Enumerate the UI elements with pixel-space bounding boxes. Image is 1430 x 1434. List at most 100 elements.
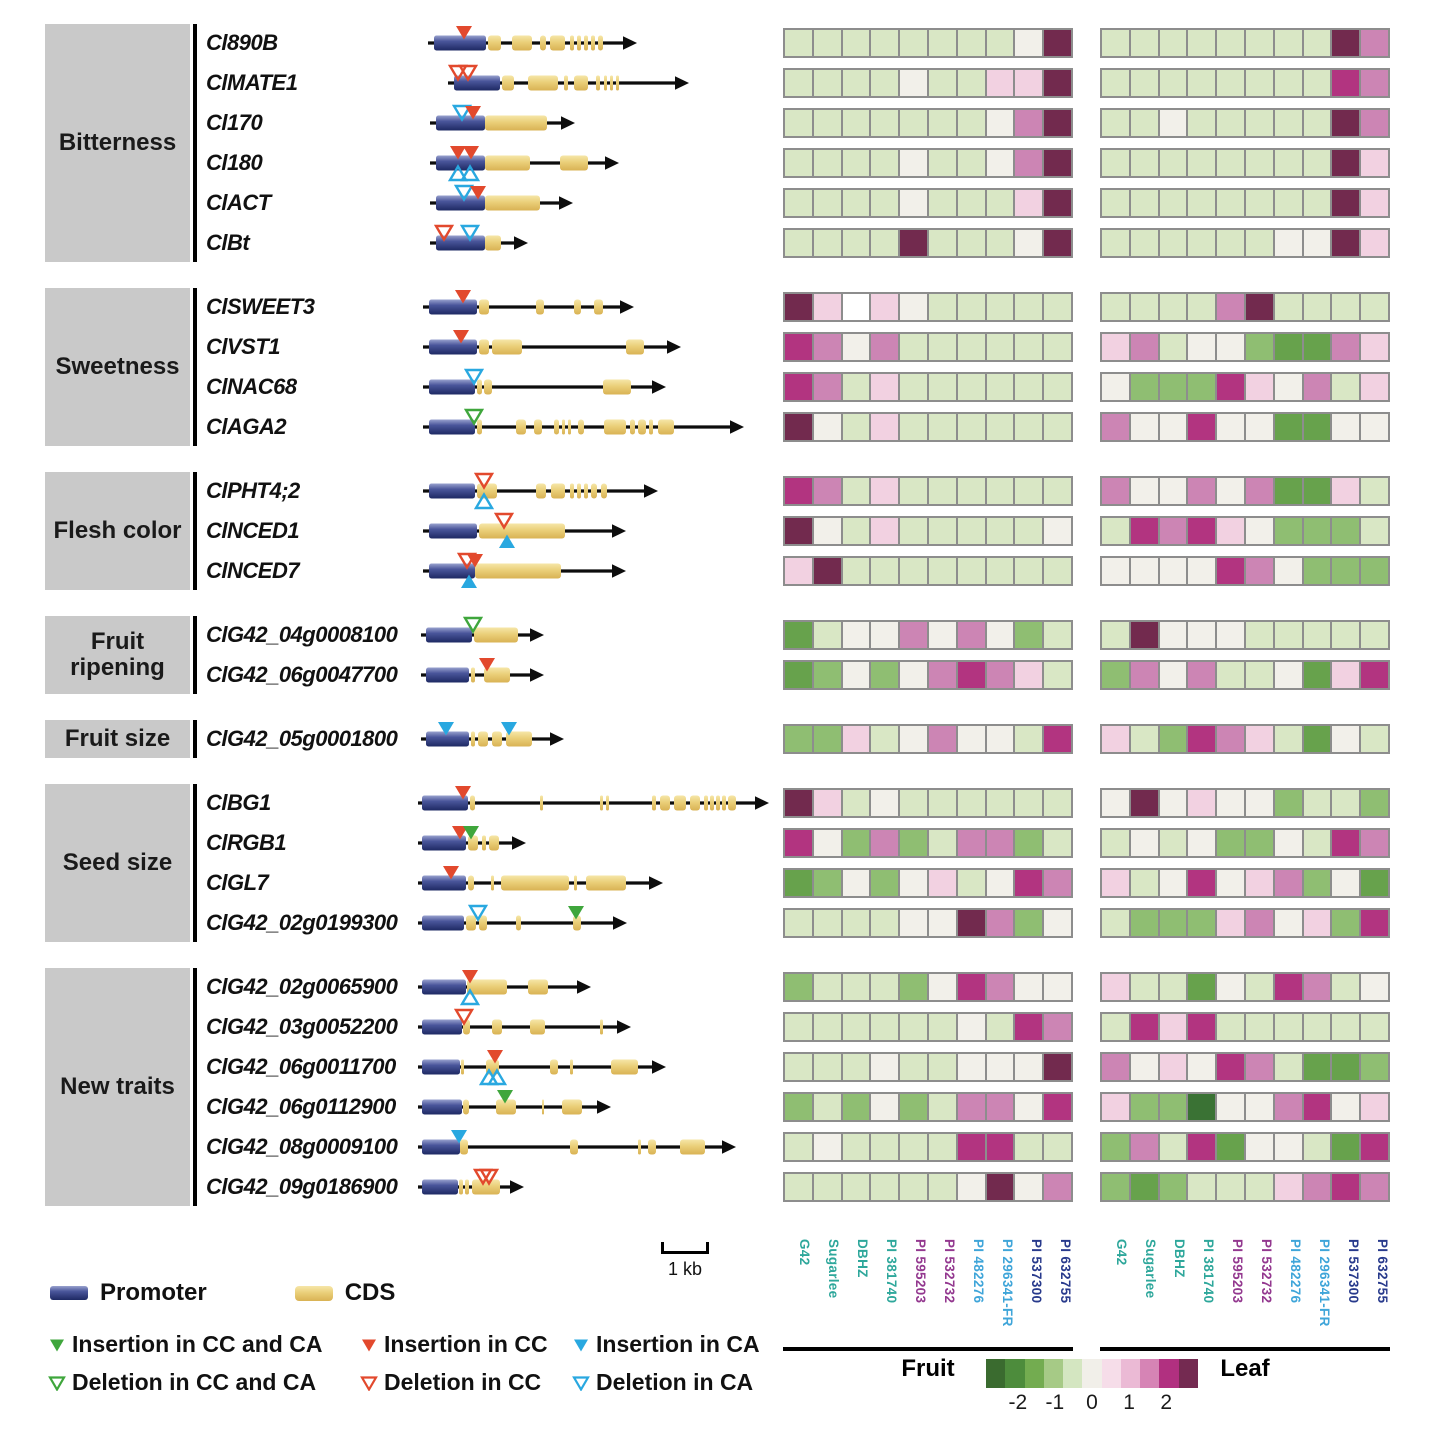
heatmap-cell [1102, 414, 1129, 440]
promoter-box [426, 627, 472, 643]
heatmap-cell [785, 910, 812, 936]
heatmap-cell [1245, 790, 1273, 816]
heatmap-cell [1217, 870, 1244, 896]
gene-structure [418, 1007, 776, 1047]
heatmap-cell [785, 230, 812, 256]
heatmap-cell [1217, 478, 1244, 504]
heatmap-cell [842, 478, 870, 504]
cds-exon [604, 75, 607, 91]
sample-label: PI 381740 [1201, 1239, 1216, 1304]
arrow-icon [613, 916, 627, 930]
trait-divider-line [193, 616, 197, 694]
heatmap-cell [1044, 910, 1071, 936]
heatmap-cell [1102, 518, 1129, 544]
heatmap-cell [871, 830, 899, 856]
cds-exon [516, 915, 521, 931]
promoter-box [422, 979, 466, 995]
sample-label: PI 632755 [1058, 1239, 1073, 1304]
cds-exon [554, 419, 559, 435]
colorbar-ticks: -2 -1 0 1 2 [986, 1391, 1198, 1417]
heatmap-cell [1303, 1054, 1331, 1080]
heatmap-cell [1217, 294, 1244, 320]
cds-exon [534, 419, 542, 435]
heatmap-cell [1188, 558, 1216, 584]
promoter-box [429, 563, 475, 579]
marker-ins_cc-icon [470, 186, 486, 200]
heatmap-cell [871, 110, 899, 136]
trait-label: Seed size [62, 848, 173, 876]
gene-row: ClG42_06g0047700 [200, 655, 1390, 695]
promoter-box [422, 875, 466, 891]
marker-del_ca-icon [486, 1068, 508, 1086]
gene-structure-svg [418, 1168, 524, 1195]
gene-structure-svg [423, 472, 658, 510]
trait-cell: Fruit ripening [0, 615, 200, 695]
cds-exon [465, 1179, 469, 1195]
heatmap-cell [871, 974, 899, 1000]
heatmap-cell [1188, 622, 1216, 648]
cds-exon [728, 795, 736, 811]
heatmap-cell [1332, 790, 1360, 816]
heatmap-cell [928, 150, 956, 176]
legend-marker-label: Insertion in CA [596, 1331, 760, 1357]
heatmap-cell [871, 334, 899, 360]
heatmap-cell [986, 1174, 1014, 1200]
gene-structure [418, 551, 776, 591]
heatmap-cell [986, 1134, 1014, 1160]
heatmap-cell [842, 870, 870, 896]
heatmap-cell [1217, 1134, 1244, 1160]
heatmap-cell [900, 334, 927, 360]
heatmap-cell [1015, 1094, 1043, 1120]
heatmap-cell [1044, 1054, 1071, 1080]
cds-exon [485, 155, 530, 171]
heatmap-cell [986, 558, 1014, 584]
heatmap-cell [1159, 870, 1187, 896]
heatmap-cell [1361, 414, 1388, 440]
heatmap-cell [1303, 622, 1331, 648]
marker-del_cc-icon [493, 512, 515, 530]
trait-cell: New traits [0, 967, 200, 1207]
heatmap-strip-leaf [1100, 972, 1390, 1002]
gene-structure [418, 63, 776, 103]
heatmap-cell [1130, 790, 1158, 816]
heatmap-cell [900, 726, 927, 752]
arrow-icon [561, 116, 575, 130]
heatmap-cell [1015, 974, 1043, 1000]
marker-ins_cc-icon [463, 146, 479, 160]
heatmap-cell [1130, 726, 1158, 752]
heatmap-strip-leaf [1100, 68, 1390, 98]
heatmap-cell [1303, 294, 1331, 320]
gene-name: ClG42_05g0001800 [206, 726, 398, 751]
marker-ins_ca-icon [461, 574, 477, 588]
marker-ins_cc_ca-icon [497, 1090, 513, 1104]
heatmap-cell [1102, 974, 1129, 1000]
heatmap-cell [1361, 1054, 1388, 1080]
heatmap-cell [785, 478, 812, 504]
heatmap-cell [1245, 870, 1273, 896]
heatmap-cell [928, 294, 956, 320]
heatmap-cell [900, 558, 927, 584]
heatmap-cell [1130, 1134, 1158, 1160]
gene-structure-svg [418, 786, 769, 811]
sample-label: PI 595203 [1230, 1239, 1245, 1304]
marker-del_cc-icon [478, 1168, 500, 1186]
cds-exon [492, 339, 522, 355]
heatmap-cell [1044, 1174, 1071, 1200]
heatmap-cell [928, 974, 956, 1000]
heatmap-cell [842, 558, 870, 584]
heatmap-cell [1188, 726, 1216, 752]
arrow-icon [649, 876, 663, 890]
heatmap-cell [871, 414, 899, 440]
heatmap-cell [813, 230, 841, 256]
arrow-icon [550, 732, 564, 746]
heatmap-cell [1274, 230, 1302, 256]
cds-exon [466, 915, 476, 931]
heatmap-cell [900, 414, 927, 440]
sample-label: PI 532732 [942, 1239, 957, 1304]
heatmap-cell [842, 830, 870, 856]
heatmap-cell [1159, 294, 1187, 320]
trait-label: Fruit size [64, 724, 171, 752]
heatmap-cell [1361, 870, 1388, 896]
heatmap-cell [1015, 414, 1043, 440]
cds-exon [573, 915, 581, 931]
